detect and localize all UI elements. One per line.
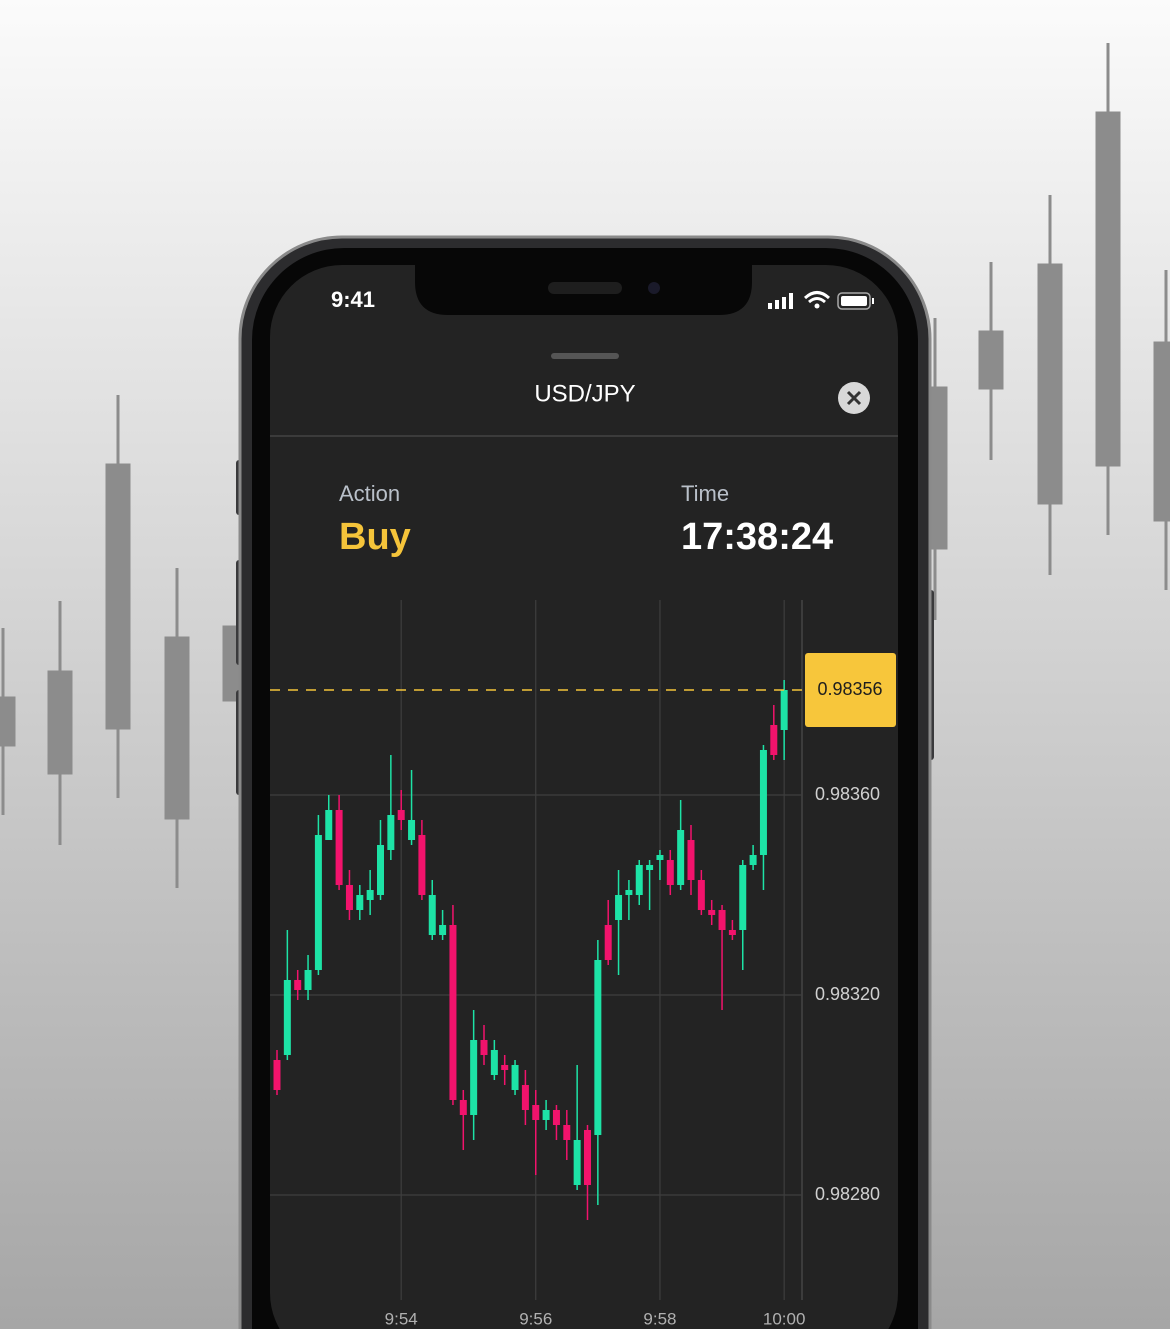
candle-body [687,840,695,880]
candle-body [646,865,654,870]
candle-body [273,1060,281,1090]
status-time: 9:41 [331,287,375,312]
candle-body [356,895,364,910]
price-chart: 0.98360 0.98320 0.98280 9:54 9:56 9:58 10:00 0.… [270,600,896,1328]
candle-body [552,1110,560,1125]
candle-body [656,855,664,860]
candle-body [501,1065,509,1070]
candle-body [304,970,312,990]
time-value: 17:38:24 [681,516,833,558]
action-label: Action [339,481,400,506]
candle-body [408,820,416,840]
close-button[interactable] [838,382,870,414]
y-tick-label: 0.98360 [815,784,880,804]
candle-body [470,1040,478,1115]
candle-body [594,960,602,1135]
y-tick-label: 0.98320 [815,984,880,1004]
candle-body [697,880,705,910]
candle-body [728,930,736,935]
candle-body [521,1085,529,1110]
price-tag-label: 0.98356 [817,679,882,699]
candle-body [542,1110,550,1120]
candle-body [314,835,322,970]
candle-body [532,1105,540,1120]
time-label: Time [681,481,729,506]
candle-body [625,890,633,895]
candle-body [377,845,384,895]
candle-body [397,810,405,820]
x-tick-label: 10:00 [763,1309,806,1328]
candle-body [283,980,291,1055]
candle-body [387,815,395,850]
candle-body [770,725,778,755]
candle-body [449,925,457,1100]
candle-body [563,1125,571,1140]
x-tick-label: 9:58 [643,1309,676,1328]
candle-body [294,980,302,990]
candle-body [666,860,674,885]
candle-body [739,865,747,930]
candle-body [511,1065,519,1090]
candle-body [708,910,716,915]
candle-body [490,1050,498,1075]
candle-body [635,865,643,895]
candle-body [780,690,788,730]
candle-body [459,1100,467,1115]
candle-body [325,810,333,840]
x-tick-label: 9:56 [519,1309,552,1328]
candle-body [366,890,374,900]
candle-body [439,925,447,935]
x-tick-label: 9:54 [385,1309,418,1328]
decor-candles [0,43,1170,888]
y-tick-label: 0.98280 [815,1184,880,1204]
candle-body [480,1040,488,1055]
candle-body [584,1130,591,1185]
candle-body [718,910,726,930]
candle-body [335,810,343,885]
candle-body [749,855,757,865]
candle-body [759,750,767,855]
candle-body [677,830,685,885]
candle-body [428,895,436,935]
candle-body [604,925,612,960]
candle-body [418,835,426,895]
sheet-handle [551,353,619,359]
price-tag [805,653,896,727]
candle-body [615,895,623,920]
candle-body [345,885,353,910]
action-value: Buy [339,516,411,558]
status-icons [768,291,874,310]
title: USD/JPY [534,380,635,407]
candle-body [573,1140,581,1185]
phone [236,235,934,1329]
